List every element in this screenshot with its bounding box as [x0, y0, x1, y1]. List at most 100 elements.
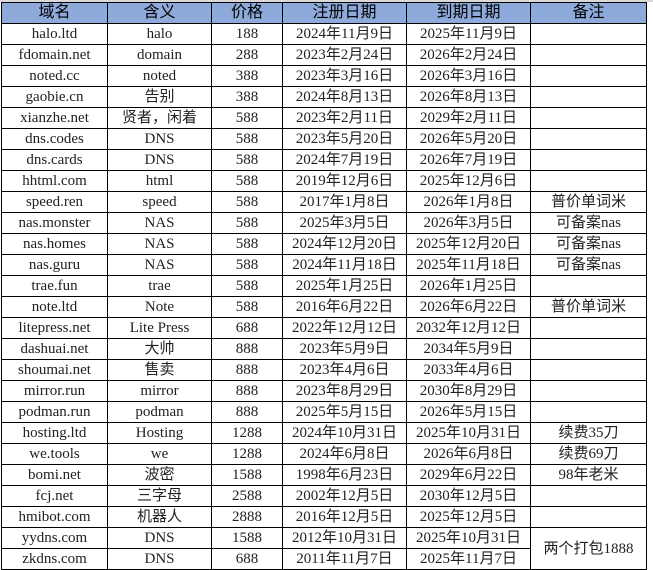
cell-domain[interactable]: note.ltd	[1, 296, 108, 318]
cell-price[interactable]: 1588	[211, 527, 283, 549]
cell-exp-date[interactable]: 2025年12月6日	[406, 170, 531, 192]
cell-exp-date[interactable]: 2026年8月13日	[406, 86, 531, 108]
cell-meaning[interactable]: speed	[107, 191, 212, 213]
cell-reg-date[interactable]: 2019年12月6日	[282, 170, 407, 192]
cell-reg-date[interactable]: 2025年1月25日	[282, 275, 407, 297]
column-header-reg-date[interactable]: 注册日期	[282, 2, 407, 24]
cell-price[interactable]: 588	[211, 128, 283, 150]
cell-meaning[interactable]: Hosting	[107, 422, 212, 444]
cell-price[interactable]: 588	[211, 149, 283, 171]
cell-reg-date[interactable]: 2023年5月20日	[282, 128, 407, 150]
cell-meaning[interactable]: 波密	[107, 464, 212, 486]
cell-price[interactable]: 1288	[211, 422, 283, 444]
cell-reg-date[interactable]: 2024年8月13日	[282, 86, 407, 108]
cell-reg-date[interactable]: 2023年5月9日	[282, 338, 407, 360]
cell-meaning[interactable]: 告别	[107, 86, 212, 108]
cell-domain[interactable]: nas.monster	[1, 212, 108, 234]
cell-domain[interactable]: speed.ren	[1, 191, 108, 213]
column-header-domain[interactable]: 域名	[1, 2, 108, 24]
cell-reg-date[interactable]: 2016年12月5日	[282, 506, 407, 528]
cell-price[interactable]: 688	[211, 317, 283, 339]
cell-meaning[interactable]: DNS	[107, 149, 212, 171]
cell-remark[interactable]: 普价单词米	[530, 296, 647, 318]
cell-price[interactable]: 588	[211, 191, 283, 213]
cell-domain[interactable]: hosting.ltd	[1, 422, 108, 444]
cell-domain[interactable]: fdomain.net	[1, 44, 108, 66]
cell-remark[interactable]	[530, 170, 647, 192]
cell-reg-date[interactable]: 2011年11月7日	[282, 548, 407, 570]
cell-domain[interactable]: nas.homes	[1, 233, 108, 255]
cell-reg-date[interactable]: 1998年6月23日	[282, 464, 407, 486]
cell-exp-date[interactable]: 2026年6月8日	[406, 443, 531, 465]
cell-meaning[interactable]: NAS	[107, 254, 212, 276]
cell-exp-date[interactable]: 2026年7月19日	[406, 149, 531, 171]
cell-exp-date[interactable]: 2029年2月11日	[406, 107, 531, 129]
cell-price[interactable]: 588	[211, 170, 283, 192]
cell-remark[interactable]	[530, 65, 647, 87]
cell-domain[interactable]: mirror.run	[1, 380, 108, 402]
cell-price[interactable]: 588	[211, 107, 283, 129]
cell-reg-date[interactable]: 2002年12月5日	[282, 485, 407, 507]
cell-remark[interactable]	[530, 275, 647, 297]
cell-remark[interactable]	[530, 359, 647, 381]
cell-meaning[interactable]: Lite Press	[107, 317, 212, 339]
cell-meaning[interactable]: halo	[107, 23, 212, 45]
cell-meaning[interactable]: 贤者，闲着	[107, 107, 212, 129]
cell-meaning[interactable]: NAS	[107, 233, 212, 255]
cell-remark[interactable]: 续费35刀	[530, 422, 647, 444]
cell-meaning[interactable]: 售卖	[107, 359, 212, 381]
cell-meaning[interactable]: html	[107, 170, 212, 192]
cell-domain[interactable]: xianzhe.net	[1, 107, 108, 129]
cell-reg-date[interactable]: 2024年11月18日	[282, 254, 407, 276]
cell-remark[interactable]	[530, 149, 647, 171]
cell-price[interactable]: 588	[211, 275, 283, 297]
cell-reg-date[interactable]: 2024年12月20日	[282, 233, 407, 255]
cell-price[interactable]: 888	[211, 359, 283, 381]
cell-reg-date[interactable]: 2024年11月9日	[282, 23, 407, 45]
cell-price[interactable]: 888	[211, 401, 283, 423]
cell-exp-date[interactable]: 2033年4月6日	[406, 359, 531, 381]
cell-meaning[interactable]: mirror	[107, 380, 212, 402]
cell-reg-date[interactable]: 2023年3月16日	[282, 65, 407, 87]
column-header-remark[interactable]: 备注	[530, 2, 647, 24]
cell-exp-date[interactable]: 2030年12月5日	[406, 485, 531, 507]
cell-domain[interactable]: podman.run	[1, 401, 108, 423]
column-header-exp-date[interactable]: 到期日期	[406, 2, 531, 24]
cell-price[interactable]: 288	[211, 44, 283, 66]
cell-exp-date[interactable]: 2025年10月31日	[406, 527, 531, 549]
cell-exp-date[interactable]: 2026年5月15日	[406, 401, 531, 423]
cell-remark[interactable]	[530, 317, 647, 339]
cell-meaning[interactable]: we	[107, 443, 212, 465]
cell-remark[interactable]	[530, 506, 647, 528]
cell-domain[interactable]: zkdns.com	[1, 548, 108, 570]
cell-price[interactable]: 588	[211, 254, 283, 276]
cell-meaning[interactable]: trae	[107, 275, 212, 297]
cell-domain[interactable]: noted.cc	[1, 65, 108, 87]
cell-exp-date[interactable]: 2026年2月24日	[406, 44, 531, 66]
cell-meaning[interactable]: DNS	[107, 527, 212, 549]
cell-remark[interactable]	[530, 338, 647, 360]
cell-meaning[interactable]: podman	[107, 401, 212, 423]
cell-exp-date[interactable]: 2025年10月31日	[406, 422, 531, 444]
cell-reg-date[interactable]: 2025年5月15日	[282, 401, 407, 423]
cell-price[interactable]: 688	[211, 548, 283, 570]
cell-reg-date[interactable]: 2023年8月29日	[282, 380, 407, 402]
cell-reg-date[interactable]: 2024年6月8日	[282, 443, 407, 465]
cell-exp-date[interactable]: 2025年11月9日	[406, 23, 531, 45]
cell-reg-date[interactable]: 2023年2月11日	[282, 107, 407, 129]
cell-domain[interactable]: gaobie.cn	[1, 86, 108, 108]
cell-remark[interactable]: 可备案nas	[530, 254, 647, 276]
cell-meaning[interactable]: domain	[107, 44, 212, 66]
cell-exp-date[interactable]: 2030年8月29日	[406, 380, 531, 402]
cell-remark[interactable]: 两个打包1888	[530, 527, 647, 570]
cell-price[interactable]: 388	[211, 86, 283, 108]
cell-remark[interactable]	[530, 485, 647, 507]
cell-exp-date[interactable]: 2025年11月18日	[406, 254, 531, 276]
cell-reg-date[interactable]: 2017年1月8日	[282, 191, 407, 213]
cell-remark[interactable]: 续费69刀	[530, 443, 647, 465]
cell-exp-date[interactable]: 2025年12月20日	[406, 233, 531, 255]
cell-price[interactable]: 1588	[211, 464, 283, 486]
cell-remark[interactable]: 普价单词米	[530, 191, 647, 213]
cell-domain[interactable]: bomi.net	[1, 464, 108, 486]
cell-reg-date[interactable]: 2024年10月31日	[282, 422, 407, 444]
